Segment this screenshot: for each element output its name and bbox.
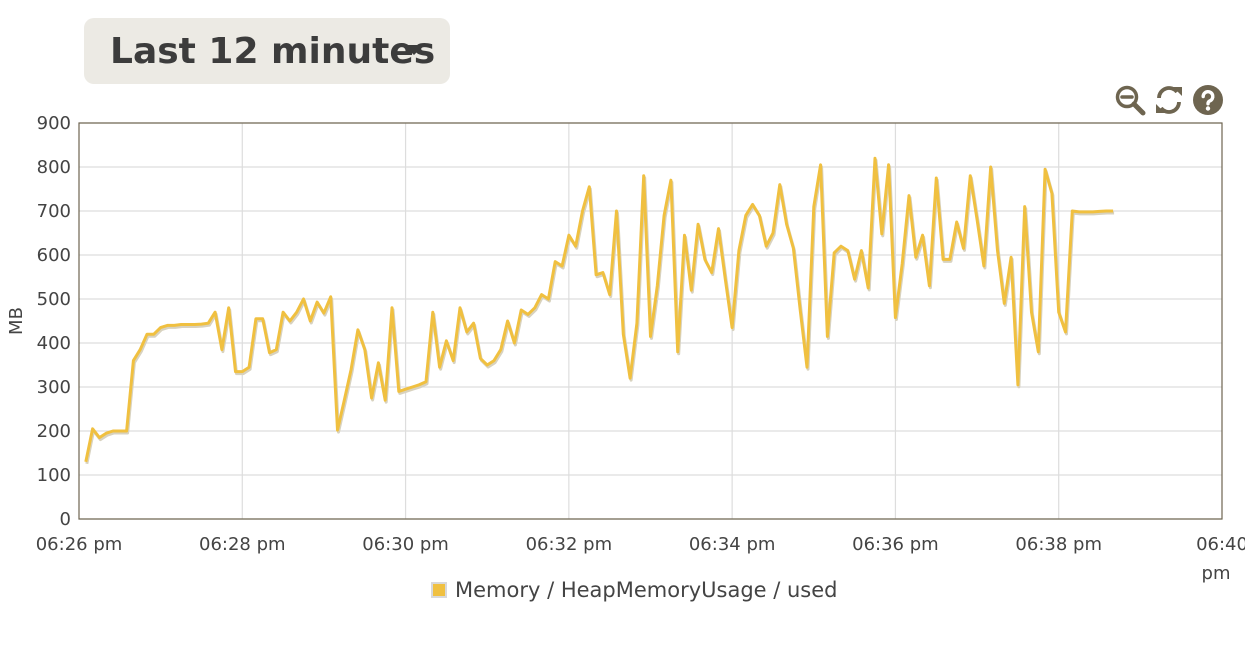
x-tick-label: 06:30 pm [362,534,449,555]
x-tick-label: 06:26 pm [36,534,123,555]
help-icon [1193,85,1223,115]
legend-swatch [431,582,447,598]
refresh-icon [1156,86,1182,114]
chart-toolbar [1114,84,1226,116]
chevron-down-icon [404,45,424,55]
x-tick-label: 06:28 pm [199,534,286,555]
help-button[interactable] [1192,84,1224,116]
y-tick-label: 100 [37,465,71,486]
y-tick-label: 700 [37,201,71,222]
zoom-out-icon [1115,85,1146,116]
y-axis-label: MB [6,307,27,335]
y-tick-label: 0 [60,509,71,530]
x-tick-label: 06:32 pm [526,534,613,555]
y-tick-label: 500 [37,289,71,310]
series-line [84,156,1114,463]
x-tick-label: 06:34 pm [689,534,776,555]
x-tick-label: 06:38 pm [1015,534,1102,555]
x-tick-label: 06:36 pm [852,534,939,555]
y-tick-label: 800 [37,157,71,178]
y-tick-label: 300 [37,377,71,398]
x-tick-label-line2: pm [1202,563,1231,584]
time-range-dropdown[interactable]: Last 12 minutes [84,18,450,84]
chart-legend[interactable]: Memory / HeapMemoryUsage / used [431,576,838,604]
memory-chart: 0 100 200 300 400 500 600 700 800 900 06:26 pm 06:2… [6,113,1245,584]
refresh-button[interactable] [1153,84,1185,116]
y-tick-label: 600 [37,245,71,266]
y-tick-label: 900 [37,113,71,134]
x-tick-label: 06:40 [1196,534,1245,555]
y-tick-label: 400 [37,333,71,354]
time-range-label: Last 12 minutes [110,30,436,72]
legend-label: Memory / HeapMemoryUsage / used [455,578,838,602]
zoom-out-button[interactable] [1114,84,1146,116]
y-tick-label: 200 [37,421,71,442]
plot-border [78,122,1223,520]
